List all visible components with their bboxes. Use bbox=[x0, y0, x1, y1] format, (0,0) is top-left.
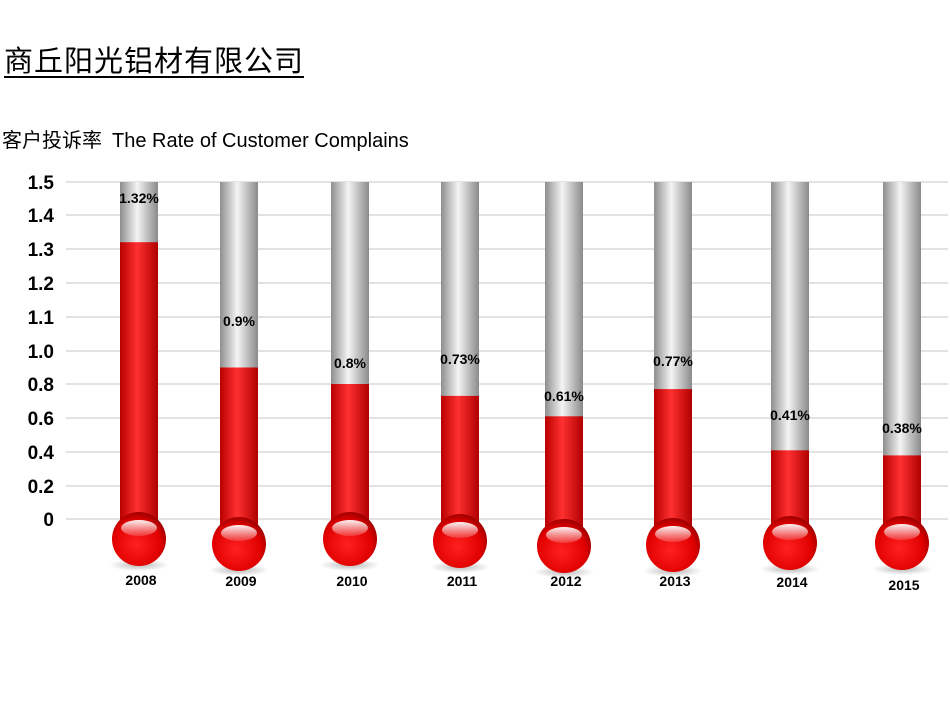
thermometer-2015 bbox=[872, 182, 932, 575]
y-tick-label: 0.8 bbox=[28, 375, 54, 396]
data-label: 0.38% bbox=[882, 420, 922, 436]
data-label: 0.61% bbox=[544, 388, 584, 404]
y-axis-ticks: 0 0.2 0.4 0.6 0.8 1.0 1.1 1.2 1.3 1.4 1.5 bbox=[28, 173, 55, 531]
thermometer-2010 bbox=[320, 182, 380, 571]
bulb-highlight bbox=[221, 525, 257, 541]
mercury-bar bbox=[120, 242, 158, 539]
bulb-highlight bbox=[884, 524, 920, 540]
mercury-bar bbox=[220, 367, 258, 544]
subtitle-chinese: 客户投诉率 bbox=[2, 128, 102, 152]
data-label: 1.32% bbox=[119, 190, 159, 206]
y-tick-label: 1.4 bbox=[28, 206, 55, 227]
x-tick-label: 2013 bbox=[659, 573, 690, 589]
subtitle-english: The Rate of Customer Complains bbox=[112, 130, 409, 152]
bulb-highlight bbox=[442, 522, 478, 538]
x-tick-label: 2015 bbox=[888, 577, 919, 593]
y-tick-label: 1.1 bbox=[28, 308, 55, 329]
bulb-highlight bbox=[655, 526, 691, 542]
bulb-highlight bbox=[772, 524, 808, 540]
data-label: 0.8% bbox=[334, 355, 366, 371]
x-tick-label: 2011 bbox=[447, 573, 478, 589]
y-tick-label: 1.0 bbox=[28, 342, 54, 363]
x-tick-label: 2009 bbox=[225, 573, 256, 589]
data-labels: 1.32% 0.9% 0.8% 0.73% 0.61% 0.77% 0.41% 0.38% bbox=[119, 190, 922, 436]
y-tick-label: 0.6 bbox=[28, 409, 54, 430]
bulb-highlight bbox=[332, 520, 368, 536]
y-tick-label: 1.3 bbox=[28, 240, 54, 261]
thermometer-2011 bbox=[430, 182, 490, 573]
bulb-highlight bbox=[546, 527, 582, 543]
x-tick-label: 2008 bbox=[125, 572, 156, 588]
data-label: 0.73% bbox=[440, 351, 480, 367]
y-tick-label: 1.2 bbox=[28, 274, 54, 295]
thermometer-2008 bbox=[109, 182, 169, 571]
thermometer-2012 bbox=[534, 182, 594, 578]
company-name: 商丘阳光铝材有限公司 bbox=[4, 44, 305, 78]
x-tick-label: 2012 bbox=[550, 573, 581, 589]
thermometer-bars bbox=[109, 182, 932, 578]
x-tick-label: 2014 bbox=[776, 574, 807, 590]
thermometer-2014 bbox=[760, 182, 820, 575]
y-tick-label: 0.2 bbox=[28, 477, 54, 498]
thermometer-2013 bbox=[643, 182, 703, 577]
y-tick-label: 0.4 bbox=[28, 443, 55, 464]
data-label: 0.41% bbox=[770, 407, 810, 423]
thermometer-2009 bbox=[209, 182, 269, 576]
data-label: 0.77% bbox=[653, 353, 693, 369]
chart-subtitle: 客户投诉率 The Rate of Customer Complains bbox=[2, 124, 409, 153]
grid-lines bbox=[66, 181, 948, 520]
y-tick-label: 0 bbox=[43, 510, 54, 531]
y-tick-label: 1.5 bbox=[28, 173, 55, 194]
data-label: 0.9% bbox=[223, 313, 255, 329]
bulb-highlight bbox=[121, 520, 157, 536]
x-tick-label: 2010 bbox=[336, 573, 367, 589]
x-axis-labels: 2008 2009 2010 2011 2012 2013 2014 2015 bbox=[125, 572, 919, 593]
